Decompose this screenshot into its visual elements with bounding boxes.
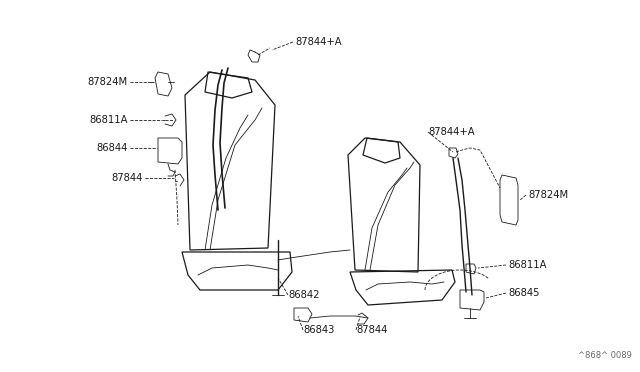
Text: 87844: 87844 xyxy=(356,325,387,335)
Text: 87824M: 87824M xyxy=(88,77,128,87)
Text: ^868^ 0089: ^868^ 0089 xyxy=(578,351,632,360)
Text: 86811A: 86811A xyxy=(90,115,128,125)
Text: 86811A: 86811A xyxy=(508,260,547,270)
Text: 86843: 86843 xyxy=(303,325,334,335)
Text: 87844+A: 87844+A xyxy=(295,37,342,47)
Text: 87824M: 87824M xyxy=(528,190,568,200)
Text: 87844+A: 87844+A xyxy=(428,127,475,137)
Text: 86842: 86842 xyxy=(288,290,319,300)
Text: 86845: 86845 xyxy=(508,288,540,298)
Text: 87844: 87844 xyxy=(111,173,143,183)
Text: 86844: 86844 xyxy=(97,143,128,153)
